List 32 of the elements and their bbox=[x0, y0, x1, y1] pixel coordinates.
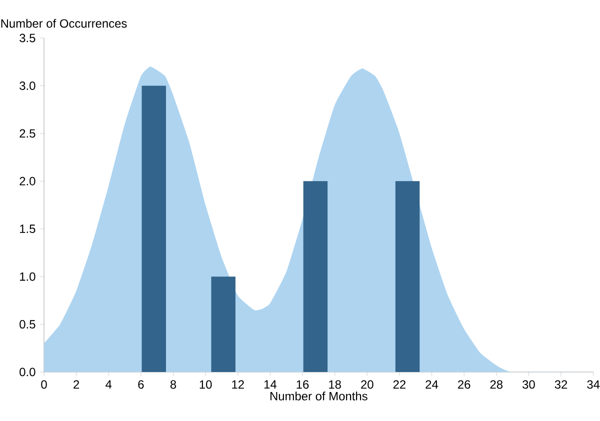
y-tick-label: 0.0 bbox=[20, 368, 36, 376]
bar bbox=[211, 276, 236, 372]
x-tick-label: 24 bbox=[426, 380, 438, 389]
bar bbox=[303, 181, 328, 372]
y-tick-label: 1.5 bbox=[20, 224, 36, 234]
x-tick-label: 6 bbox=[138, 380, 144, 389]
y-tick-label: 0.5 bbox=[20, 320, 36, 329]
x-tick-label: 16 bbox=[296, 380, 309, 389]
y-tick-label: 3.5 bbox=[20, 34, 36, 42]
y-tick-label: 3.0 bbox=[20, 81, 36, 90]
x-tick-label: 12 bbox=[232, 380, 244, 389]
x-tick-label: 32 bbox=[554, 380, 568, 389]
x-tick-label: 8 bbox=[170, 380, 176, 389]
x-tick-label: 20 bbox=[361, 380, 374, 389]
x-tick-label: 2 bbox=[74, 380, 80, 389]
bar bbox=[395, 181, 420, 372]
x-tick-label: 4 bbox=[106, 380, 112, 388]
y-tick-label: 1.0 bbox=[20, 272, 36, 281]
x-tick-label: 14 bbox=[264, 380, 276, 388]
x-tick-label: 26 bbox=[458, 380, 470, 389]
x-tick-label: 30 bbox=[522, 380, 535, 389]
x-tick-label: 34 bbox=[587, 380, 600, 389]
y-axis-title: Number of Occurrences bbox=[1, 18, 127, 28]
x-tick-label: 18 bbox=[329, 380, 341, 389]
x-tick-label: 28 bbox=[490, 380, 503, 389]
y-tick-label: 2.0 bbox=[20, 176, 36, 186]
y-tick-label: 2.5 bbox=[20, 129, 36, 138]
x-tick-label: 0 bbox=[41, 380, 47, 389]
x-tick-label: 10 bbox=[200, 380, 212, 389]
x-axis-title: Number of Months bbox=[270, 392, 368, 400]
x-tick-label: 22 bbox=[393, 380, 406, 389]
bar bbox=[142, 86, 166, 372]
